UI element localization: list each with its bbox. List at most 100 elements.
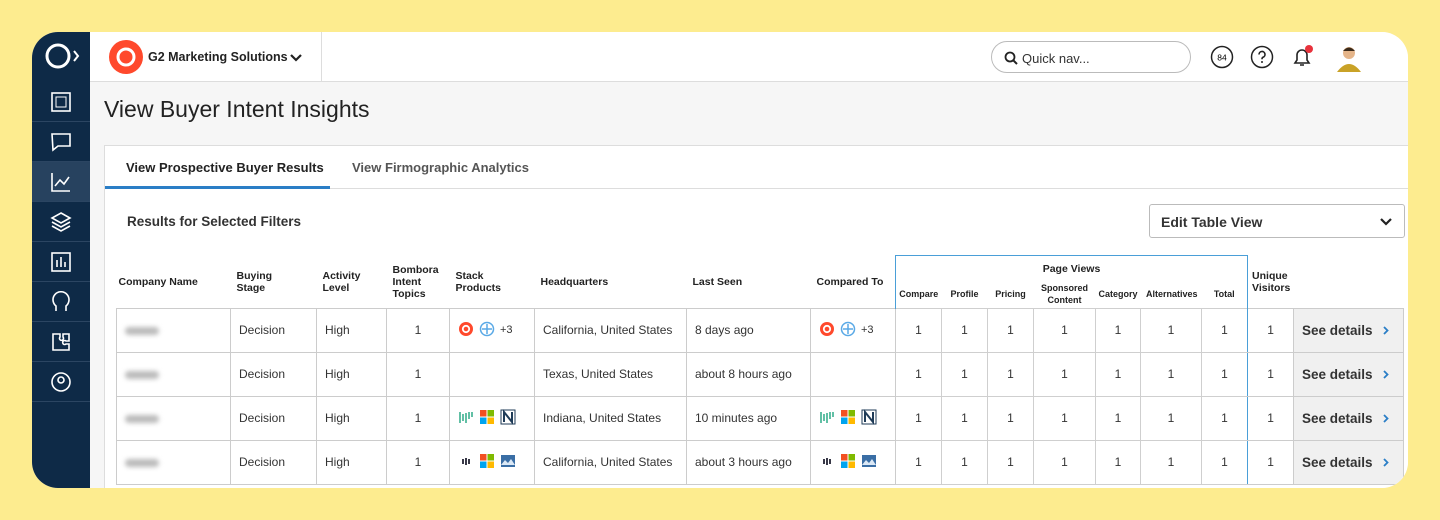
nav-intent[interactable] bbox=[32, 282, 90, 322]
page-view-column-header: Compare bbox=[895, 281, 942, 308]
icon-part bbox=[822, 324, 832, 333]
table-row: Decision High 1 Texas, United States about 8… bbox=[116, 351, 1405, 397]
compared-to: +3 bbox=[810, 307, 896, 353]
badge-ring bbox=[1210, 45, 1234, 69]
nav-account[interactable] bbox=[32, 362, 90, 402]
icon-shape bbox=[51, 92, 71, 112]
icon-part bbox=[487, 453, 494, 460]
icon-part bbox=[501, 454, 515, 467]
see-details-cell[interactable]: See details bbox=[1293, 351, 1405, 397]
page-view-column-text: Total bbox=[1213, 288, 1235, 299]
search-lens bbox=[1004, 51, 1016, 63]
nav-integrations[interactable] bbox=[32, 322, 90, 362]
product-logo bbox=[459, 321, 473, 336]
org-logo-circle bbox=[109, 40, 143, 74]
org-logo-ring bbox=[116, 47, 136, 67]
activity-level: High bbox=[316, 395, 387, 441]
help-icon[interactable] bbox=[1250, 45, 1274, 69]
org-switcher[interactable]: G2 Marketing Solutions bbox=[90, 32, 322, 82]
bombora-topics: 1 bbox=[386, 395, 450, 441]
chevron-icon bbox=[1382, 413, 1389, 423]
sidebar bbox=[32, 32, 90, 488]
column-header-text: Compared To bbox=[816, 275, 884, 288]
nav-dashboard[interactable] bbox=[32, 82, 90, 122]
icon-part bbox=[462, 457, 470, 465]
page-view-count: 1 bbox=[941, 439, 988, 485]
last-seen: 8 days ago bbox=[686, 307, 811, 353]
icon-shape bbox=[51, 133, 71, 152]
page-views-header: Page Views bbox=[894, 255, 1249, 282]
page-view-count: 1 bbox=[987, 439, 1034, 485]
search-placeholder: Quick nav... bbox=[1022, 51, 1090, 66]
redacted-company-name bbox=[125, 326, 159, 335]
see-details-link[interactable]: See details bbox=[1302, 410, 1373, 426]
logo[interactable] bbox=[32, 32, 90, 82]
see-details-link[interactable]: See details bbox=[1302, 322, 1373, 338]
search-box[interactable]: Quick nav... bbox=[991, 41, 1191, 73]
nav-icon bbox=[50, 212, 72, 232]
tab-active[interactable]: View Prospective Buyer Results bbox=[126, 160, 324, 175]
page-view-count: 1 bbox=[1033, 307, 1096, 353]
product-icon bbox=[458, 409, 474, 428]
column-header: Stack Products bbox=[450, 256, 535, 309]
redacted-company-name bbox=[125, 414, 159, 423]
nav-insights[interactable] bbox=[32, 162, 90, 202]
tab[interactable]: View Firmographic Analytics bbox=[352, 160, 529, 175]
avatar[interactable] bbox=[1334, 42, 1364, 72]
see-details-cell[interactable]: See details bbox=[1293, 439, 1405, 485]
unique-visitors: 1 bbox=[1247, 351, 1295, 397]
stack-products bbox=[449, 351, 535, 397]
see-details-cell[interactable]: See details bbox=[1293, 307, 1405, 353]
column-header-text: Buying Stage bbox=[236, 269, 273, 294]
nav-icon bbox=[51, 173, 70, 192]
nav-reviews[interactable] bbox=[32, 122, 90, 162]
nav-reports[interactable] bbox=[32, 242, 90, 282]
see-details-link[interactable]: See details bbox=[1302, 366, 1373, 382]
see-details-link[interactable]: See details bbox=[1302, 454, 1373, 470]
score-badge[interactable]: 84 bbox=[1210, 45, 1234, 69]
notifications-icon[interactable] bbox=[1290, 44, 1316, 70]
nav-icon bbox=[51, 372, 71, 392]
page-view-column-header: Alternatives bbox=[1141, 282, 1202, 309]
icon-part bbox=[848, 417, 855, 424]
icon-part bbox=[862, 458, 876, 465]
product-icon bbox=[500, 453, 516, 472]
product-logo bbox=[841, 453, 855, 468]
nav-layers[interactable] bbox=[32, 202, 90, 242]
page-view-count: 1 bbox=[1140, 307, 1202, 353]
activity-level: High bbox=[316, 439, 387, 485]
page-view-count: 1 bbox=[987, 351, 1034, 397]
bell bbox=[1293, 49, 1311, 66]
product-logo bbox=[841, 409, 855, 424]
icon-part bbox=[848, 453, 855, 460]
edit-table-view-select[interactable]: Edit Table View bbox=[1149, 204, 1405, 238]
page-view-column-header: Pricing bbox=[988, 282, 1034, 309]
see-details-cell[interactable]: See details bbox=[1293, 395, 1405, 441]
nav-icon bbox=[51, 92, 71, 112]
page-view-column-text: Profile bbox=[950, 288, 979, 299]
column-header-empty bbox=[1294, 256, 1404, 309]
nav-icon bbox=[52, 291, 70, 311]
product-logo bbox=[479, 321, 495, 336]
page-view-count: 1 bbox=[895, 351, 942, 397]
page-view-column-header: Total bbox=[1201, 281, 1249, 308]
product-logo bbox=[480, 409, 494, 424]
icon-part bbox=[482, 323, 492, 334]
avatar-hair bbox=[1343, 47, 1355, 51]
product-icon bbox=[861, 453, 877, 472]
icon-part bbox=[840, 321, 856, 336]
stack-products bbox=[449, 395, 535, 441]
icon-part bbox=[480, 461, 487, 468]
bombora-topics: 1 bbox=[386, 351, 450, 397]
chevron-icon bbox=[1382, 369, 1389, 379]
icon-shape bbox=[52, 333, 70, 351]
nav-icon bbox=[51, 252, 71, 272]
page-view-count: 1 bbox=[1095, 307, 1141, 353]
product-icons bbox=[819, 453, 877, 472]
icon-part bbox=[841, 417, 848, 424]
icon-part bbox=[823, 457, 831, 465]
select-label: Edit Table View bbox=[1161, 214, 1263, 230]
product-icons bbox=[819, 408, 877, 428]
page-view-count: 1 bbox=[895, 439, 942, 485]
product-logo bbox=[823, 457, 831, 465]
